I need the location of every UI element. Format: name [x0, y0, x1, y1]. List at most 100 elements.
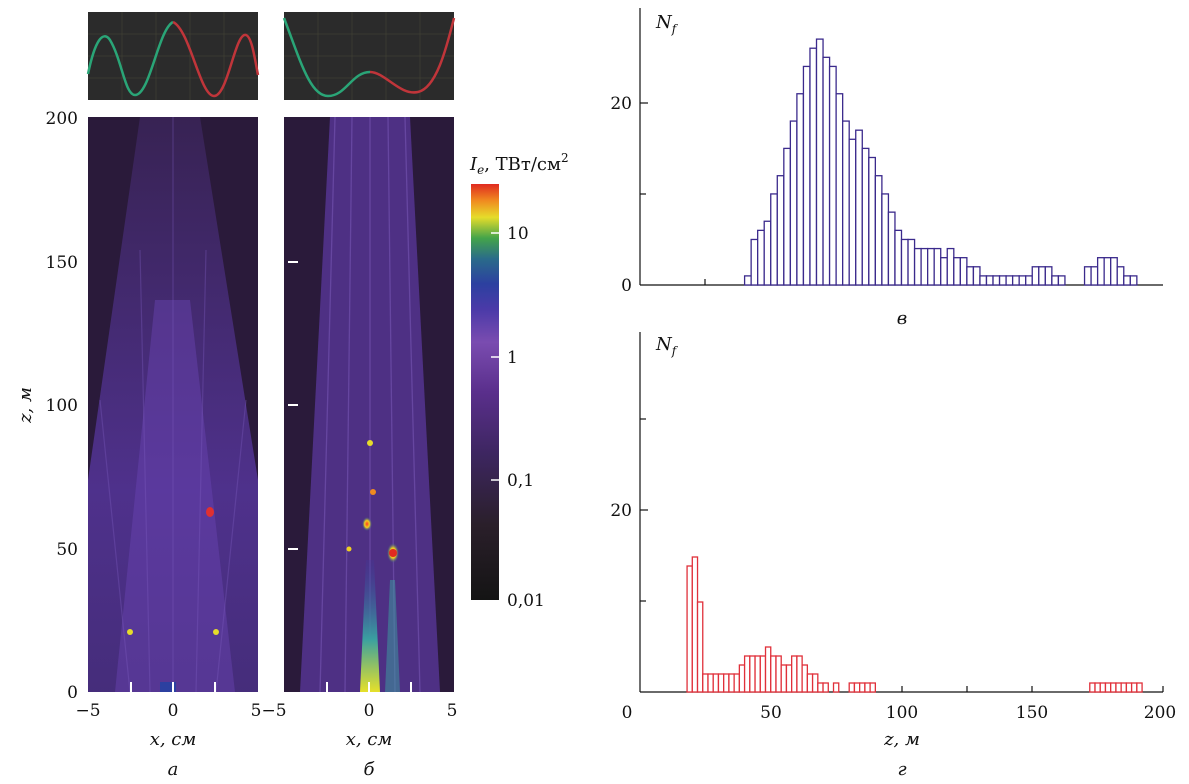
hist-v-bar [783, 147, 792, 286]
hist-g-xlabel: z, м [883, 729, 920, 750]
hist-g-bar [775, 655, 782, 693]
hist-v-bar [1123, 275, 1131, 286]
ticks-a [130, 682, 216, 692]
hist-v-bar [927, 247, 935, 286]
hist-v-bar [1018, 275, 1027, 286]
hist-g-bar [1130, 682, 1138, 693]
hotspot-b-4 [370, 489, 376, 495]
jet-b [360, 560, 380, 692]
hist-v-bars [743, 38, 1138, 286]
hist-g-bar [764, 646, 772, 693]
hotspot-a-2 [127, 629, 133, 635]
hist-g-axis-ticks [640, 418, 1164, 692]
hist-g-bar [728, 673, 735, 693]
hist-v-bar [750, 238, 759, 286]
hist-g-bar [712, 673, 720, 693]
hist-v-bar [789, 120, 798, 286]
cb-tick-01: 0,1 [507, 471, 534, 491]
hist-v: 0 20 Nf в [610, 8, 1163, 329]
hist-v-bar [979, 275, 988, 286]
z-tick-100: 100 [46, 396, 78, 416]
hotspot-b-3 [362, 517, 372, 531]
hist-g-bar [822, 682, 829, 693]
hist-g-bar [717, 673, 725, 693]
hist-g-bar [1110, 682, 1117, 693]
x-tick-b-5: 5 [447, 701, 458, 721]
hotspot-a-4 [160, 682, 176, 692]
hist-v-bar [874, 175, 883, 286]
x-tick-b-m5: −5 [261, 701, 286, 721]
hist-g-bar [743, 655, 751, 693]
hist-v-bar [1031, 266, 1040, 286]
hist-v-bar [828, 65, 837, 286]
hist-g-ylabel: Nf [655, 334, 679, 358]
wave-green-a [86, 20, 174, 97]
wave-grid-b [284, 12, 454, 100]
x-tick-a-m5: −5 [75, 701, 100, 721]
hist-v-bar [881, 193, 890, 286]
hist-v-bar [900, 238, 909, 286]
hist-g-bar [707, 673, 714, 693]
hist-v-bar [1038, 266, 1046, 286]
hist-g-bar [738, 664, 746, 693]
hist-g-bar [1104, 682, 1112, 693]
z-tick-150: 150 [46, 253, 78, 273]
z-tick-0: 0 [67, 683, 78, 703]
hist-v-bar [770, 193, 778, 286]
hist-g-xtick-100: 100 [886, 703, 918, 723]
z-axis-ticks: 0 50 100 150 200 [46, 109, 78, 703]
hist-v-bar [815, 38, 824, 286]
hist-v-bar [1044, 266, 1053, 286]
hist-v-bar [940, 257, 948, 286]
panel-letter-b: б [364, 759, 376, 780]
beam-a-core [115, 300, 235, 692]
hist-g-bar [1094, 682, 1101, 693]
colorbar-gradient [471, 184, 499, 600]
hist-g-xtick-0: 0 [622, 703, 633, 723]
hist-g-bar [1099, 682, 1107, 693]
hist-g-bar [869, 682, 876, 693]
hist-g-bar [733, 673, 741, 693]
hist-v-bar [953, 257, 961, 286]
hist-v-bar [796, 93, 805, 286]
panel-letter-a: а [168, 759, 179, 780]
x-tick-b-0: 0 [364, 701, 375, 721]
hist-g-bar [811, 673, 819, 693]
hist-v-bar [920, 247, 929, 286]
x-tick-a-5: 5 [251, 701, 262, 721]
hist-g-bar [864, 682, 871, 693]
hist-v-bar [998, 275, 1007, 286]
hist-v-bar [861, 147, 870, 286]
hist-v-bar [913, 247, 922, 286]
hist-g-bar [691, 556, 699, 693]
hist-g-ytick-20: 20 [610, 501, 632, 521]
hist-v-bar [822, 56, 831, 286]
beam-a [88, 117, 258, 692]
hist-v-bar [894, 229, 903, 286]
hist-g-xticks: 0 50 100 150 200 [622, 703, 1177, 723]
hist-v-ylabel: Nf [655, 12, 679, 36]
hist-v-bar [1025, 275, 1033, 286]
cb-tick-001: 0,01 [507, 591, 545, 611]
hist-g-bar [686, 565, 693, 693]
hist-v-bar [972, 266, 981, 286]
hist-g-bar [759, 655, 767, 693]
colorbar-title: Ie, ТВт/см2 [469, 151, 569, 177]
streaks-a [99, 117, 247, 693]
panel-b [282, 12, 456, 693]
hist-g-bar [1120, 682, 1128, 693]
panel-a [86, 12, 260, 693]
hist-v-bar [1103, 257, 1112, 286]
wave-red-a [172, 20, 260, 98]
z-tick-200: 200 [46, 109, 78, 129]
x-tick-a-0: 0 [168, 701, 179, 721]
hist-g-bar [1136, 682, 1143, 693]
cb-tick-10: 10 [507, 224, 529, 244]
z-axis-label: z, м [15, 387, 36, 424]
hist-g: 20 0 50 100 150 200 Nf z, м г [610, 332, 1176, 780]
hist-v-ytick-20: 20 [610, 94, 632, 114]
hist-v-bar [1110, 257, 1118, 286]
hist-g-bars [686, 556, 1143, 693]
hist-v-bar [1011, 275, 1020, 286]
